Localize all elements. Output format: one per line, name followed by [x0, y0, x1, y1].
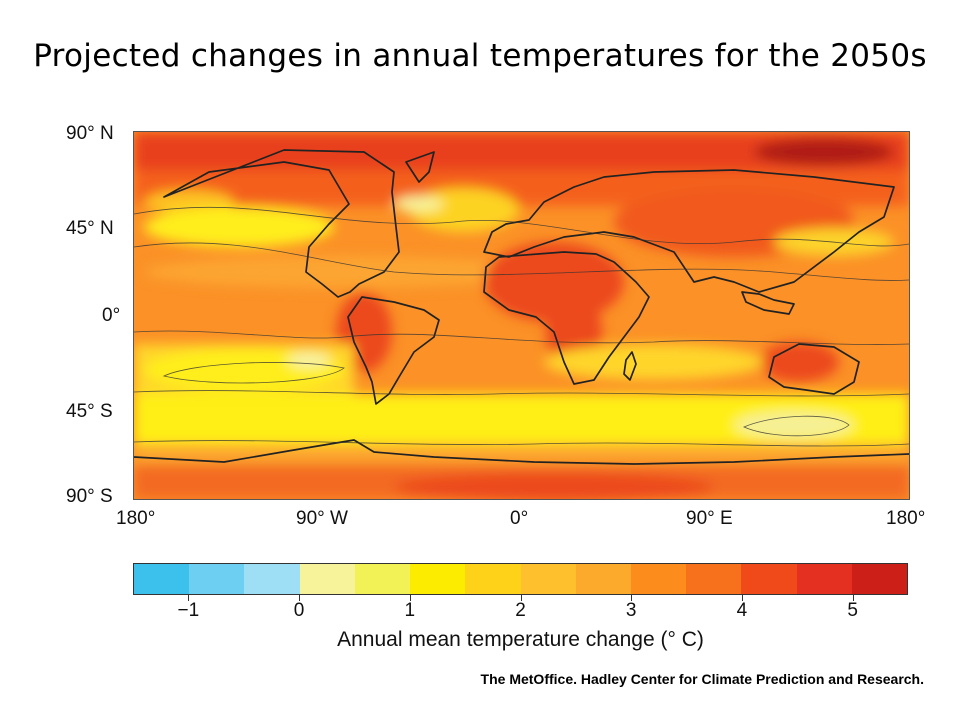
colorbar-tick-mark — [852, 595, 854, 601]
colorbar-tick-label: −1 — [177, 600, 200, 621]
coastlines — [134, 149, 909, 465]
colorbar-tick-label: 2 — [515, 600, 526, 621]
colorbar-swatch — [686, 564, 742, 594]
colorbar-tick-label: 4 — [736, 600, 748, 621]
lat-tick-90s: 90° S — [66, 486, 113, 507]
colorbar-tick-label: 3 — [625, 600, 637, 621]
lon-tick-180e: 180° — [886, 508, 926, 529]
lat-tick-0: 0° — [102, 305, 121, 326]
colorbar-swatch — [244, 564, 300, 594]
lat-tick-90n: 90° N — [66, 123, 114, 144]
colorbar-swatch — [630, 564, 687, 594]
colorbar — [133, 563, 908, 595]
colorbar-tick-mark — [520, 595, 522, 601]
colorbar-tick-label: 0 — [293, 600, 305, 621]
colorbar-swatch — [741, 564, 797, 594]
colorbar-swatch — [851, 564, 908, 594]
temperature-field — [134, 132, 909, 499]
page-title: Projected changes in annual temperatures… — [33, 38, 927, 74]
colorbar-tick-mark — [741, 595, 743, 601]
colorbar-tick-mark — [409, 595, 411, 601]
lat-tick-45n: 45° N — [66, 218, 114, 239]
colorbar-swatch — [410, 564, 466, 594]
colorbar-swatch — [796, 564, 852, 594]
colorbar-swatch — [354, 564, 411, 594]
lon-tick-0: 0° — [510, 508, 529, 529]
map-svg — [134, 132, 909, 499]
colorbar-swatch — [575, 564, 631, 594]
colorbar-tick-mark — [631, 595, 633, 601]
credit-text: The MetOffice. Hadley Center for Climate… — [480, 671, 924, 687]
colorbar-tick-mark — [299, 595, 301, 601]
temperature-map — [133, 131, 910, 500]
colorbar-swatch — [520, 564, 576, 594]
colorbar-swatch — [299, 564, 355, 594]
colorbar-swatch — [134, 564, 190, 594]
contour-lines — [134, 206, 909, 447]
colorbar-swatch — [189, 564, 245, 594]
colorbar-tick-label: 1 — [404, 600, 416, 621]
colorbar-tick-label: 5 — [847, 600, 858, 621]
colorbar-title: Annual mean temperature change (° C) — [337, 628, 704, 651]
colorbar-swatch — [465, 564, 521, 594]
lon-tick-180w: 180° — [116, 508, 156, 529]
colorbar-tick-mark — [188, 595, 190, 601]
lat-tick-45s: 45° S — [66, 401, 113, 422]
lon-tick-90w: 90° W — [296, 508, 348, 529]
lon-tick-90e: 90° E — [686, 508, 733, 529]
